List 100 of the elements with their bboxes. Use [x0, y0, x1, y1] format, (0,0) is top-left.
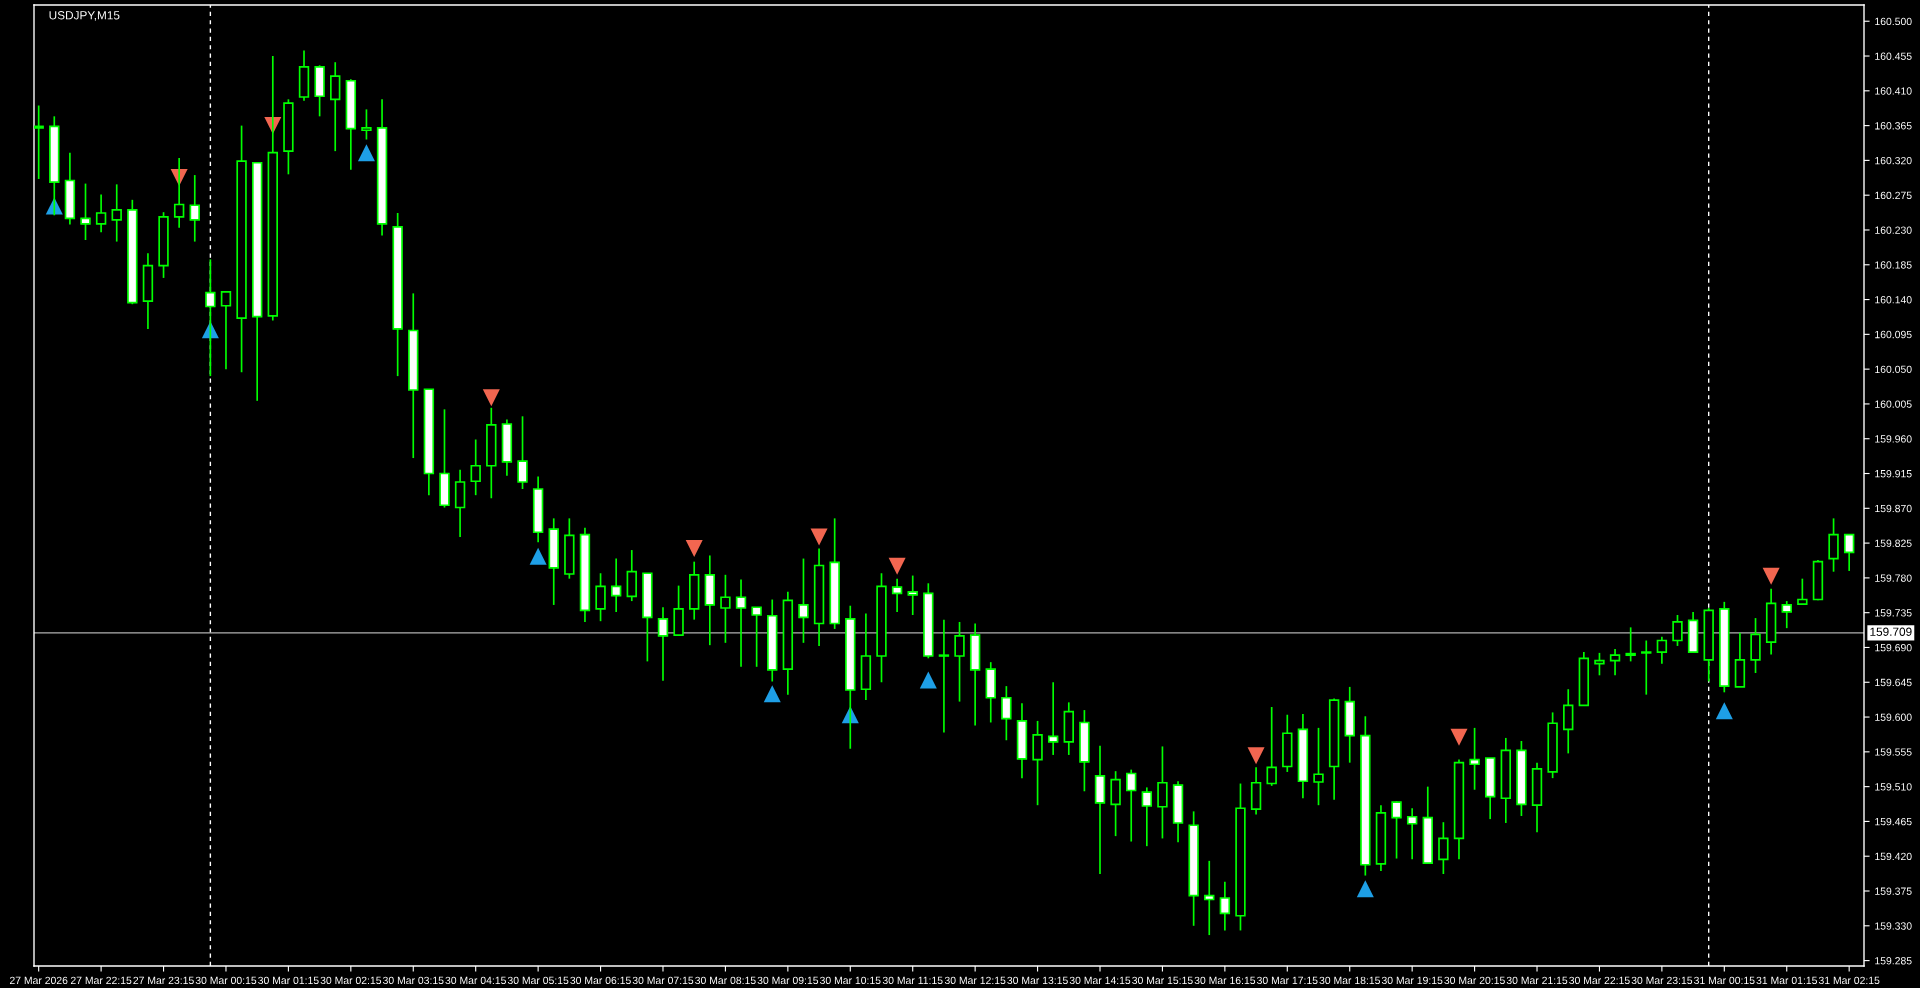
y-tick-label: 159.645	[1875, 678, 1912, 687]
candlestick	[330, 61, 341, 152]
candlestick	[1406, 807, 1418, 861]
y-tick-label: 160.320	[1875, 156, 1912, 165]
y-tick-label: 160.500	[1875, 17, 1912, 26]
candlestick	[1625, 626, 1636, 663]
y-tick-label: 159.465	[1875, 817, 1912, 826]
x-tick-label: 30 Mar 17:15	[1257, 976, 1318, 985]
y-tick-label: 159.735	[1875, 609, 1912, 617]
y-tick-label: 160.455	[1875, 52, 1912, 60]
candlestick	[720, 573, 731, 644]
y-tick-label: 159.915	[1875, 470, 1912, 478]
x-tick-label: 30 Mar 12:15	[944, 976, 1006, 985]
x-tick-label: 30 Mar 08:15	[695, 976, 756, 985]
y-tick-label: 159.375	[1875, 887, 1912, 895]
candlestick	[1843, 533, 1855, 572]
x-tick-label: 30 Mar 16:15	[1194, 976, 1256, 985]
x-tick-label: 27 Mar 23:15	[133, 976, 194, 985]
candlestick	[1157, 745, 1168, 840]
point	[1247, 747, 1265, 765]
candlestick	[735, 578, 747, 668]
ref-line-label: 159.709	[1870, 627, 1912, 636]
y-tick-label: 160.050	[1875, 365, 1912, 374]
x-tick-label: 30 Mar 11:15	[882, 976, 943, 985]
x-tick-label: 30 Mar 22:15	[1569, 976, 1630, 985]
y-tick-label: 159.330	[1875, 922, 1912, 930]
y-tick-label: 159.870	[1875, 504, 1912, 513]
candlestick	[1313, 727, 1324, 807]
x-tick-label: 30 Mar 15:15	[1132, 976, 1193, 985]
candlestick	[954, 621, 965, 703]
candlestick	[1609, 648, 1621, 677]
x-tick-label: 30 Mar 20:15	[1444, 976, 1505, 985]
candlestick	[1219, 880, 1231, 932]
candlestick	[610, 557, 622, 613]
x-tick-label: 30 Mar 18:15	[1319, 976, 1380, 985]
x-tick-label: 30 Mar 10:15	[819, 976, 881, 985]
x-tick-label: 30 Mar 23:15	[1631, 976, 1693, 985]
candlestick	[1828, 517, 1839, 573]
y-tick-label: 159.780	[1875, 574, 1912, 582]
x-tick-label: 27 Mar 22:15	[70, 976, 132, 985]
x-tick-label: 30 Mar 13:15	[1007, 976, 1068, 985]
point	[763, 685, 781, 703]
y-tick-label: 159.555	[1875, 748, 1912, 756]
x-tick-label: 30 Mar 03:15	[382, 976, 444, 985]
candlestick	[1672, 614, 1683, 647]
candlestick	[1781, 600, 1792, 629]
candlestick	[751, 606, 762, 668]
candlestick	[1141, 786, 1153, 847]
candlestick	[798, 557, 809, 644]
candlestick	[1641, 639, 1652, 696]
point	[685, 540, 703, 558]
x-tick-label: 30 Mar 06:15	[570, 976, 631, 985]
candlestick	[173, 157, 185, 229]
candlestick	[1391, 800, 1402, 860]
y-tick-label: 159.690	[1875, 643, 1912, 652]
candlestick	[938, 618, 950, 734]
y-tick-label: 160.005	[1875, 400, 1912, 408]
y-tick-label: 160.365	[1875, 122, 1912, 130]
y-tick-label: 159.420	[1875, 852, 1912, 861]
y-tick-label: 160.140	[1875, 296, 1912, 304]
point	[1762, 567, 1780, 585]
candlestick	[1126, 768, 1137, 843]
y-tick-label: 159.825	[1875, 539, 1912, 547]
x-tick-label: 27 Mar 2026	[9, 976, 68, 985]
x-tick-label: 30 Mar 04:15	[445, 976, 506, 985]
point	[888, 557, 906, 575]
candlestick	[1469, 727, 1480, 791]
x-tick-label: 30 Mar 05:15	[507, 976, 569, 985]
x-tick-label: 30 Mar 21:15	[1506, 976, 1568, 985]
candlestick	[517, 415, 528, 490]
candlestick	[189, 174, 200, 243]
candlestick	[95, 193, 107, 234]
y-tick-label: 159.510	[1875, 783, 1912, 791]
y-tick-label: 160.185	[1875, 261, 1912, 269]
candlestick	[891, 577, 903, 613]
candlestick	[220, 290, 232, 370]
candlestick	[1438, 821, 1449, 875]
point	[919, 671, 937, 689]
point	[810, 528, 828, 546]
y-tick-label: 159.600	[1875, 713, 1912, 721]
candlestick	[1656, 635, 1668, 665]
x-tick-label: 30 Mar 07:15	[632, 976, 694, 985]
y-tick-label: 159.960	[1875, 435, 1912, 443]
y-tick-label: 160.410	[1875, 87, 1912, 95]
candlestick	[1001, 685, 1012, 742]
x-tick-label: 30 Mar 14:15	[1069, 976, 1131, 985]
candlestick	[657, 606, 669, 682]
candlestick	[1266, 706, 1277, 787]
x-tick-label: 30 Mar 02:15	[320, 976, 382, 985]
x-tick-label: 30 Mar 19:15	[1381, 976, 1443, 985]
candlestick	[1563, 688, 1574, 755]
candlestick	[80, 182, 91, 241]
point	[1715, 702, 1733, 720]
chart-title: USDJPY,M15	[49, 11, 120, 21]
point	[482, 389, 500, 407]
candlestick	[361, 108, 372, 141]
candlestick	[1797, 577, 1808, 606]
y-tick-label: 160.095	[1875, 330, 1912, 339]
x-tick-label: 30 Mar 00:15	[195, 976, 257, 985]
candlestick	[595, 572, 606, 623]
